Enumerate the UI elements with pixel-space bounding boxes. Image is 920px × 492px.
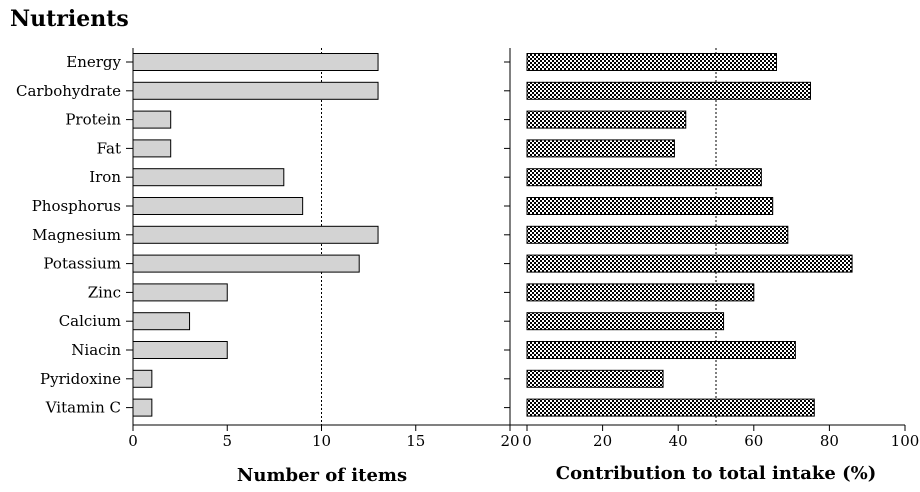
bar-vitamin-c bbox=[526, 398, 815, 417]
bar-iron bbox=[526, 168, 762, 187]
category-label: Calcium bbox=[59, 312, 121, 330]
x-tick-label: 60 bbox=[744, 432, 763, 450]
category-label: Fat bbox=[97, 139, 121, 157]
x-tick-label: 10 bbox=[312, 432, 331, 450]
category-label: Zinc bbox=[88, 283, 121, 301]
right-panel: 0 20 40 60 80 100 bbox=[504, 48, 919, 450]
bar-fat bbox=[526, 139, 675, 158]
bar-protein bbox=[526, 110, 687, 129]
x-tick-label: 40 bbox=[669, 432, 688, 450]
x-tick-label: 0 bbox=[128, 432, 138, 450]
bar-potassium bbox=[132, 254, 360, 273]
category-label: Vitamin C bbox=[45, 399, 121, 417]
bar-niacin bbox=[132, 341, 228, 359]
category-label: Iron bbox=[89, 168, 121, 186]
x-tick-label: 15 bbox=[406, 432, 425, 450]
bar-calcium bbox=[526, 312, 725, 331]
chart-title: Nutrients bbox=[10, 6, 129, 32]
category-label: Protein bbox=[65, 111, 121, 129]
category-label: Pyridoxine bbox=[40, 370, 121, 388]
bar-calcium bbox=[132, 312, 191, 331]
bar-energy bbox=[132, 53, 379, 71]
x-tick-label: 0 bbox=[522, 432, 532, 450]
left-x-axis-title: Number of items bbox=[237, 465, 407, 486]
bar-phosphorus bbox=[132, 197, 304, 215]
bar-niacin bbox=[526, 341, 796, 359]
bar-magnesium bbox=[132, 225, 379, 244]
bar-zinc bbox=[132, 283, 228, 302]
bar-carbohydrate bbox=[526, 81, 811, 100]
bar-zinc bbox=[526, 283, 755, 302]
bar-iron bbox=[132, 168, 285, 187]
bar-pyridoxine bbox=[526, 369, 664, 388]
bar-fat bbox=[132, 139, 172, 158]
category-label: Phosphorus bbox=[32, 197, 121, 215]
x-tick-label: 20 bbox=[593, 432, 612, 450]
right-x-axis-title: Contribution to total intake (%) bbox=[556, 463, 876, 484]
category-label: Magnesium bbox=[32, 226, 121, 244]
x-tick-label: 80 bbox=[820, 432, 839, 450]
x-tick-label: 5 bbox=[222, 432, 232, 450]
bar-energy bbox=[526, 53, 777, 71]
bar-magnesium bbox=[526, 225, 789, 244]
left-panel: Energy Carbohydrate Protein Fat Iron Phosphor… bbox=[16, 48, 520, 450]
bar-carbohydrate bbox=[132, 81, 379, 100]
x-tick-label: 100 bbox=[891, 432, 920, 450]
category-label: Niacin bbox=[71, 341, 121, 359]
bar-protein bbox=[132, 110, 172, 129]
bar-potassium bbox=[526, 254, 853, 273]
category-label: Potassium bbox=[43, 255, 121, 273]
x-tick-label: 20 bbox=[500, 432, 519, 450]
bar-phosphorus bbox=[526, 197, 774, 215]
category-label: Carbohydrate bbox=[16, 82, 121, 100]
bar-pyridoxine bbox=[132, 369, 153, 388]
category-label: Energy bbox=[66, 53, 121, 71]
bar-vitamin-c bbox=[132, 398, 153, 417]
